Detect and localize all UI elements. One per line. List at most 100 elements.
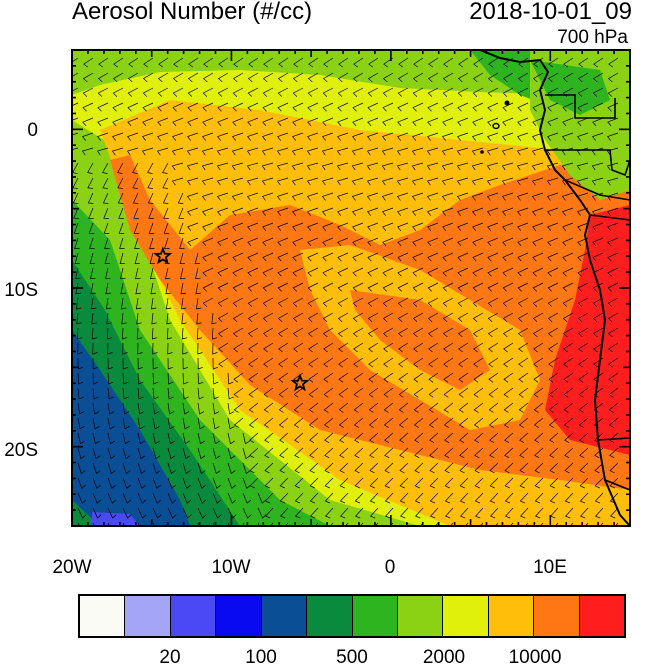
wind-barb — [576, 147, 589, 156]
timestamp: 2018-10-01_09 — [469, 0, 632, 25]
wind-barb — [593, 372, 604, 383]
wind-barb — [592, 267, 604, 277]
wind-barb — [427, 72, 439, 83]
wind-barb — [353, 387, 364, 398]
wind-barb — [397, 207, 409, 216]
wind-barb — [367, 117, 379, 127]
wind-barb — [133, 207, 139, 219]
wind-barb — [442, 222, 454, 232]
wind-barb — [246, 192, 259, 201]
wind-barb — [472, 282, 484, 292]
wind-barb — [173, 57, 184, 68]
wind-barb — [182, 462, 191, 475]
wind-barb — [384, 447, 394, 459]
lon-label-10w: 10W — [211, 557, 251, 578]
wind-barb — [218, 342, 229, 353]
wind-barb — [339, 477, 349, 489]
wind-barb — [322, 267, 334, 277]
wind-barb — [517, 222, 529, 232]
wind-barb — [352, 132, 364, 141]
wind-barb — [232, 102, 244, 112]
wind-barb — [152, 357, 159, 370]
wind-barb — [217, 267, 229, 277]
wind-barb — [608, 342, 619, 353]
wind-barb — [609, 447, 619, 459]
wind-barb — [277, 87, 289, 97]
wind-barb — [292, 297, 304, 307]
wind-barb — [501, 162, 514, 171]
wind-barb — [187, 87, 199, 97]
wind-barb — [384, 477, 394, 489]
wind-barb — [533, 417, 544, 428]
wind-barb — [519, 432, 529, 444]
wind-barb — [122, 357, 129, 370]
wind-barb — [562, 252, 574, 262]
wind-barb — [353, 357, 364, 368]
wind-barb — [96, 147, 109, 156]
wind-barb — [249, 432, 259, 444]
wind-barb — [383, 372, 394, 383]
wind-barb — [534, 447, 544, 459]
wind-barb — [247, 132, 259, 141]
wind-barb — [77, 447, 86, 460]
wind-barb — [247, 222, 259, 232]
wind-barb — [473, 372, 484, 383]
wind-barb — [532, 87, 544, 97]
wind-barb — [276, 192, 289, 201]
wind-barb — [292, 72, 304, 83]
wind-barb — [134, 237, 140, 249]
wind-barb — [337, 282, 349, 292]
wind-barb — [487, 207, 499, 216]
wind-barb — [458, 402, 469, 413]
wind-barb — [592, 207, 604, 216]
wind-barb — [279, 462, 289, 474]
wind-barb — [593, 357, 604, 368]
wind-barb — [563, 387, 574, 398]
wind-barb — [246, 177, 259, 186]
wind-barb — [518, 417, 529, 428]
wind-barb — [564, 447, 574, 459]
wind-barb — [578, 357, 589, 368]
wind-barb — [338, 387, 349, 398]
wind-barb — [594, 477, 604, 489]
wind-barb — [186, 177, 199, 186]
wind-barb — [517, 132, 529, 141]
wind-barb — [152, 342, 158, 355]
wind-barb — [227, 432, 235, 445]
wind-barb — [594, 432, 604, 444]
wind-barb — [487, 87, 499, 97]
wind-barb — [443, 417, 454, 428]
wind-barb — [197, 462, 206, 475]
wind-barb — [472, 267, 484, 277]
wind-barb — [72, 192, 79, 204]
wind-barb — [502, 117, 514, 127]
wind-barb — [262, 312, 274, 322]
wind-barb — [398, 387, 409, 398]
wind-barb — [167, 432, 175, 445]
wind-barb — [233, 417, 244, 428]
wind-barb — [127, 87, 139, 97]
wind-barb — [119, 252, 126, 264]
wind-barb — [396, 162, 409, 171]
wind-barb — [216, 177, 229, 186]
wind-barb — [352, 252, 364, 262]
wind-barb — [504, 432, 514, 444]
wind-barb — [276, 177, 289, 186]
wind-barb — [294, 492, 304, 504]
map-title: Aerosol Number (#/cc) — [72, 0, 313, 25]
wind-barb — [105, 282, 111, 295]
wind-barb — [533, 372, 544, 383]
wind-barb — [248, 342, 259, 353]
wind-barb — [279, 477, 289, 489]
wind-barb — [135, 297, 142, 310]
wind-barb — [324, 492, 334, 504]
wind-barb — [149, 237, 155, 249]
wind-barb — [427, 252, 439, 262]
wind-barb — [322, 87, 334, 97]
wind-barb — [188, 57, 199, 68]
wind-barb — [549, 492, 559, 504]
wind-barb — [502, 327, 514, 338]
wind-barb — [264, 477, 274, 489]
wind-barb — [474, 447, 484, 459]
wind-barb — [92, 387, 99, 400]
